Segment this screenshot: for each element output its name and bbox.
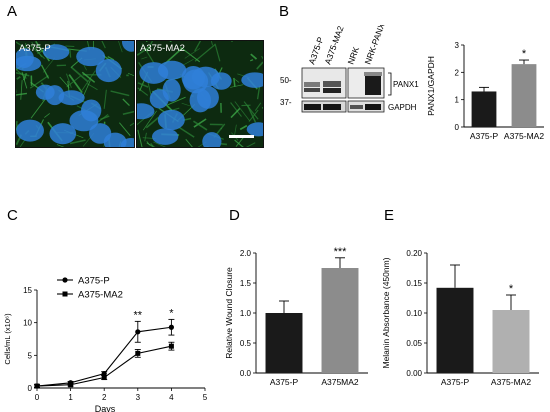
x-tick-label: 3 — [136, 393, 141, 402]
panel-label-d: D — [229, 207, 240, 224]
lane-label: NRK — [345, 45, 361, 66]
nucleus — [192, 67, 220, 88]
y-tick-label: 1.5 — [240, 279, 252, 288]
lane-label: NRK-PANX1 — [362, 25, 388, 66]
panel-label-b: B — [279, 3, 289, 20]
legend-marker — [62, 277, 67, 282]
significance-marker: * — [509, 283, 514, 295]
actin-fiber — [221, 144, 227, 145]
data-point — [35, 384, 40, 389]
nucleus — [96, 59, 122, 82]
micrograph-a375-ma2: A375-MA2 — [136, 40, 264, 148]
micrograph-label: A375-P — [19, 43, 51, 54]
mw-marker-50: 50- — [280, 76, 292, 85]
y-tick-label: 0.20 — [406, 249, 422, 258]
y-tick-label: 5 — [28, 351, 33, 360]
y-tick-label: 0 — [455, 123, 460, 132]
band-label-gapdh: GAPDH — [388, 103, 417, 112]
y-tick-label: 1.0 — [240, 309, 252, 318]
y-tick-label: 2 — [455, 68, 460, 77]
scale-bar — [229, 135, 254, 138]
x-tick-label: A375-MA2 — [491, 377, 531, 387]
data-point — [169, 325, 174, 330]
nucleus — [59, 90, 85, 105]
x-tick-label: 1 — [68, 393, 73, 402]
x-tick-label: A375-P — [270, 377, 299, 387]
blot-panx1 — [302, 68, 384, 98]
mw-marker-37: 37- — [280, 98, 292, 107]
nucleus — [190, 88, 211, 112]
data-point — [169, 344, 174, 349]
significance-marker: * — [169, 307, 174, 319]
nucleus — [49, 123, 76, 144]
micrograph-label: A375-MA2 — [140, 43, 185, 54]
significance-marker: ** — [134, 309, 143, 321]
band-label-panx1: PANX1 — [393, 80, 419, 89]
x-tick-label: A375-MA2 — [504, 131, 544, 141]
y-tick-label: 1 — [455, 96, 460, 105]
bar — [512, 64, 537, 127]
y-tick-label: 0.15 — [406, 279, 422, 288]
significance-marker: *** — [334, 246, 348, 258]
lane-label: A375-MA2 — [322, 25, 345, 66]
y-axis-label: Melanin Absorbance (450nm) — [381, 257, 391, 368]
x-tick-label: 2 — [102, 393, 107, 402]
y-tick-label: 10 — [23, 319, 32, 328]
x-tick-label: 4 — [169, 393, 174, 402]
blot-gapdh — [302, 101, 384, 112]
y-tick-label: 0 — [28, 384, 33, 393]
y-tick-label: 0.5 — [240, 339, 252, 348]
chart-panel-b: 0 1 2 3 A375-P A375-MA2 * PANX1/GAPDH — [420, 25, 550, 143]
nucleus — [16, 120, 44, 142]
nucleus — [158, 110, 185, 130]
nucleus — [139, 62, 168, 84]
legend-marker — [63, 292, 68, 297]
x-tick-label: 5 — [203, 393, 208, 402]
x-axis-label: Days — [95, 404, 116, 412]
nucleus — [36, 85, 55, 100]
panel-label-c: C — [7, 207, 18, 224]
bar — [437, 288, 474, 373]
y-tick-label: 0.0 — [240, 369, 252, 378]
panx1-bracket — [388, 73, 391, 95]
y-tick-label: 15 — [23, 286, 32, 295]
significance-marker: * — [522, 48, 527, 60]
bar — [493, 310, 530, 373]
data-point — [68, 382, 73, 387]
x-tick-label: A375-P — [441, 377, 470, 387]
y-tick-label: 0.00 — [406, 369, 422, 378]
y-tick-label: 0.05 — [406, 339, 422, 348]
nucleus — [152, 128, 178, 144]
bar — [322, 268, 359, 373]
chart-panel-d: 0.0 0.5 1.0 1.5 2.0 A375-P A375MA2 *** Relative … — [218, 228, 378, 398]
micrograph-a375-p: A375-P — [15, 40, 135, 148]
data-point — [102, 375, 107, 380]
bar — [472, 91, 497, 127]
y-tick-label: 2.0 — [240, 249, 252, 258]
legend-label: A375-P — [78, 276, 110, 287]
y-tick-label: 3 — [455, 41, 460, 50]
y-tick-label: 0.10 — [406, 309, 422, 318]
x-tick-label: 0 — [35, 393, 40, 402]
y-axis-label: PANX1/GAPDH — [426, 56, 436, 116]
series-line — [37, 346, 171, 386]
actin-fiber — [234, 78, 235, 87]
panel-label-a: A — [7, 3, 17, 20]
x-tick-label: A375MA2 — [321, 377, 359, 387]
actin-fiber — [70, 50, 71, 58]
y-axis-label: Relative Wound Closure — [224, 267, 234, 359]
chart-panel-e: 0.00 0.05 0.10 0.15 0.20 A375-P A375-MA2 * Melan… — [375, 228, 550, 398]
western-blot: A375-P A375-MA2 NRK NRK-PANX1 50- 37- PA… — [270, 25, 435, 125]
data-point — [135, 351, 140, 356]
x-tick-label: A375-P — [470, 131, 499, 141]
y-axis-label: Cells/mL (x10⁶) — [3, 313, 12, 365]
panel-label-e: E — [384, 207, 394, 224]
data-point — [135, 329, 140, 334]
nucleus — [150, 89, 169, 108]
legend-label: A375-MA2 — [78, 290, 123, 301]
bar — [266, 313, 303, 373]
